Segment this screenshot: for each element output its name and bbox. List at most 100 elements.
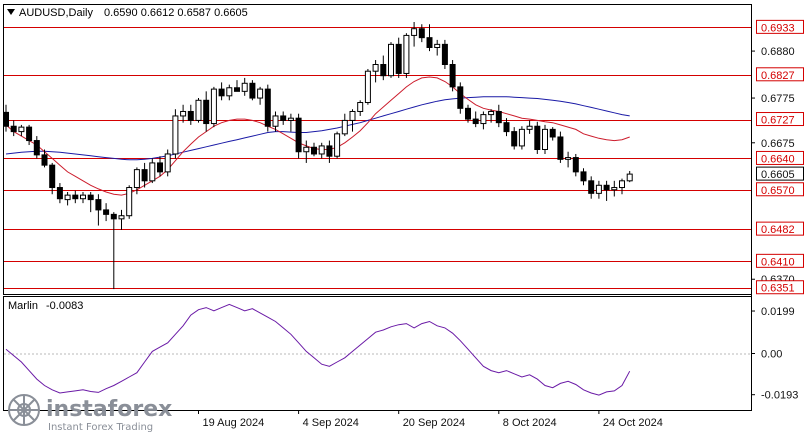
level-label: 0.6933: [761, 22, 795, 34]
level-label: 0.6727: [761, 115, 795, 127]
bullish-candle: [126, 187, 133, 217]
bearish-candle: [557, 136, 564, 160]
level-label-box: [756, 253, 804, 268]
level-label-box: [756, 112, 804, 127]
time-axis: 19 Aug 2024 4 Sep 2024 20 Sep 2024 8 Oct 20…: [198, 410, 663, 429]
bullish-candle: [526, 125, 533, 130]
bearish-candle: [457, 86, 464, 109]
bullish-candle: [226, 87, 233, 97]
bullish-candle: [488, 110, 495, 116]
time-tick-label: 8 Oct 2024: [503, 417, 557, 429]
level-label-box: [756, 280, 804, 295]
bearish-candle: [110, 213, 117, 220]
price-axis: 0.68800.67750.66750.63700.69330.68270.67…: [751, 19, 804, 295]
bearish-candle: [103, 209, 110, 215]
brand-tagline: Instant Forex Trading: [48, 422, 153, 433]
bearish-candle: [503, 122, 510, 133]
bullish-candle: [403, 34, 410, 74]
brand-name: instaforex: [46, 397, 172, 422]
bearish-candle: [72, 194, 79, 200]
level-label: 0.6351: [761, 283, 795, 295]
bearish-candle: [418, 28, 425, 39]
bearish-candle: [203, 99, 210, 125]
bearish-candle: [3, 111, 9, 127]
level-label: 0.6410: [761, 256, 795, 268]
bearish-candle: [395, 43, 402, 74]
horizontal-levels: [4, 27, 751, 289]
bearish-candle: [295, 117, 302, 153]
bullish-candle: [149, 162, 156, 182]
bullish-candle: [303, 146, 310, 153]
indicator-tick-label: -0.0193: [761, 390, 798, 402]
bullish-candle: [80, 194, 86, 200]
bearish-candle: [280, 115, 287, 121]
instaforex-logo: instaforex Instant Forex Trading: [8, 394, 172, 433]
bullish-candle: [180, 110, 187, 117]
bearish-candle: [495, 110, 502, 124]
bullish-candle: [411, 28, 418, 36]
level-label: 0.6827: [761, 70, 795, 82]
bearish-candle: [56, 187, 63, 200]
bullish-candle: [388, 43, 394, 77]
bullish-candle: [434, 43, 441, 48]
bullish-candle: [164, 153, 171, 173]
bearish-candle: [218, 88, 225, 97]
level-label-box: [756, 150, 804, 165]
bullish-candle: [172, 115, 179, 155]
time-tick-label: 19 Aug 2024: [203, 417, 265, 429]
bearish-candle: [311, 146, 317, 155]
instaforex-emblem-icon: [8, 394, 40, 426]
price-tick-label: 0.6775: [761, 93, 795, 105]
main-panel-frame: [3, 4, 752, 295]
bullish-candle: [364, 70, 371, 104]
bullish-candle: [542, 128, 548, 151]
bullish-candle: [318, 145, 325, 155]
bullish-candle: [349, 110, 356, 121]
bearish-candle: [141, 169, 148, 182]
level-label-box: [756, 67, 804, 82]
current-price-label: 0.6605: [761, 169, 795, 181]
bearish-candle: [441, 43, 448, 65]
time-tick-label: 4 Sep 2024: [303, 417, 359, 429]
bullish-candle: [210, 88, 217, 125]
bearish-candle: [249, 82, 256, 99]
collapse-triangle-icon[interactable]: [7, 9, 15, 15]
level-label: 0.6482: [761, 224, 795, 236]
symbol-label: AUDUSD,Daily: [19, 7, 93, 19]
bearish-candle: [95, 199, 102, 211]
bearish-candle: [157, 162, 163, 173]
bearish-candle: [588, 180, 595, 194]
level-label-box: [756, 221, 804, 236]
bullish-candle: [518, 128, 525, 147]
moving-averages: [5, 76, 630, 196]
bearish-candle: [603, 184, 610, 191]
bullish-candle: [357, 102, 364, 112]
bearish-candle: [326, 145, 333, 157]
bearish-candle: [33, 140, 40, 156]
bullish-candle: [195, 99, 202, 121]
bearish-candle: [26, 126, 33, 142]
blue-moving-average: [5, 96, 630, 161]
bearish-candle: [87, 194, 94, 201]
bullish-candle: [341, 119, 348, 135]
bullish-candle: [480, 114, 487, 125]
bullish-candle: [619, 180, 625, 189]
time-tick-label: 24 Oct 2024: [603, 417, 663, 429]
bearish-candle: [10, 125, 17, 133]
bearish-candle: [234, 87, 240, 92]
bearish-candle: [264, 88, 271, 127]
candlesticks: [3, 22, 633, 290]
time-tick-label: 20 Sep 2024: [403, 417, 465, 429]
bearish-candle: [572, 157, 579, 173]
bearish-candle: [426, 37, 433, 48]
bearish-candle: [449, 64, 456, 88]
marlin-line: [5, 303, 631, 396]
bullish-candle: [626, 173, 633, 182]
indicator-tick-label: 0.0199: [761, 306, 795, 318]
ohlc-values: 0.6590 0.6612 0.6587 0.6605: [104, 7, 248, 19]
bullish-candle: [287, 117, 294, 121]
bearish-candle: [49, 164, 56, 189]
bullish-candle: [118, 215, 125, 220]
red-moving-average: [5, 76, 630, 196]
